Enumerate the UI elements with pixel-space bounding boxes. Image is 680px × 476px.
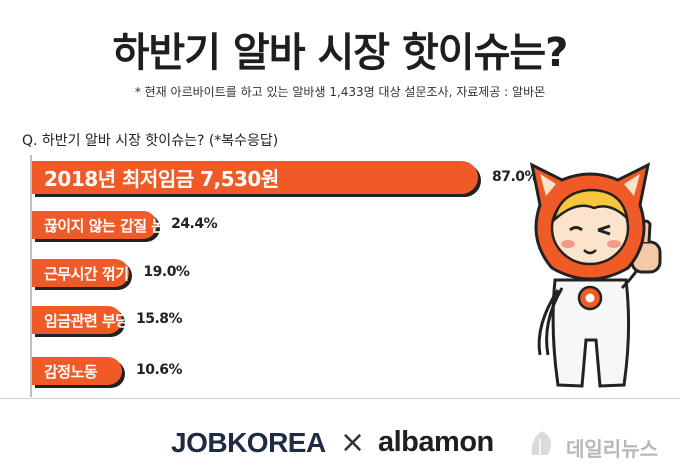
bar-value-5: 10.6% xyxy=(136,362,183,378)
bar-value-3: 19.0% xyxy=(143,264,190,280)
chart-axis-line xyxy=(30,155,520,397)
albamon-mascot-illustration xyxy=(529,162,662,388)
albamon-logo: albamon xyxy=(378,426,494,458)
question-label: Q. 하반기 알바 시장 핫이슈는? (*복수응답) xyxy=(22,133,279,149)
bar-2: 끊이지 않는 갑질 논란 xyxy=(32,211,178,239)
bar-5: 감정노동 xyxy=(32,357,122,385)
bar-3: 근무시간 꺾기 등 꼼수 xyxy=(32,259,178,287)
collab-separator: × xyxy=(340,425,366,460)
bar-label-5: 감정노동 xyxy=(44,362,98,381)
watermark-leaf-icon xyxy=(531,431,551,457)
bar-1: 2018년 최저임금 7,530원 xyxy=(32,161,478,194)
bar-value-4: 15.8% xyxy=(136,311,183,327)
bar-value-2: 24.4% xyxy=(171,216,218,232)
footer-logos: JOBKOREA × albamon 데일리뉴스 xyxy=(0,423,680,463)
bar-4: 임금관련 부당대우 xyxy=(32,306,156,334)
survey-note: * 현재 아르바이트를 하고 있는 알바생 1,433명 대상 설문조사, 자료… xyxy=(134,85,546,99)
footer-divider xyxy=(0,398,680,399)
page-title: 하반기 알바 시장 핫이슈는? xyxy=(112,30,569,76)
bar-label-4: 임금관련 부당대우 xyxy=(44,311,156,330)
bar-label-3: 근무시간 꺾기 등 꼼수 xyxy=(44,264,178,283)
bar-value-1: 87.0% xyxy=(492,168,539,185)
bar-label-2: 끊이지 않는 갑질 논란 xyxy=(44,216,178,235)
news-watermark: 데일리뉴스 xyxy=(566,437,658,461)
bar-label-1: 2018년 최저임금 7,530원 xyxy=(44,167,279,191)
jobkorea-logo: JOBKOREA xyxy=(171,427,326,458)
